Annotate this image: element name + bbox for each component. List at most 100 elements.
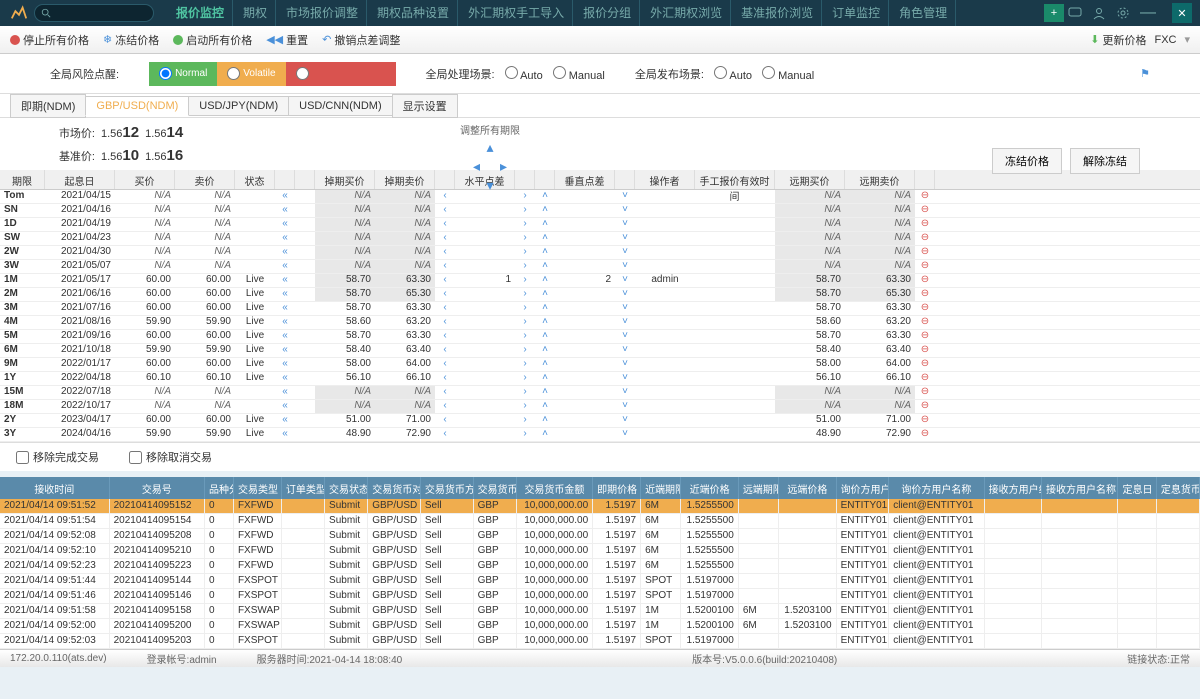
gear-icon[interactable] — [1116, 6, 1130, 20]
reset-button[interactable]: ◀◀重置 — [266, 32, 308, 48]
undo-adjust-button[interactable]: ↶撤销点差调整 — [322, 32, 400, 48]
chat-icon[interactable] — [1068, 6, 1082, 20]
risk-boxes: Normal Volatile — [149, 62, 395, 86]
remove-cancel-checkbox[interactable]: 移除取消交易 — [129, 449, 212, 465]
sub-tab-3[interactable]: USD/CNN(NDM) — [288, 96, 393, 116]
nav-tab-1[interactable]: 期权 — [235, 0, 276, 26]
sub-tab-2[interactable]: USD/JPY(NDM) — [188, 96, 289, 116]
tenor-row[interactable]: 2Y2023/04/1760.0060.00Live«51.0071.00‹›˄… — [0, 414, 1200, 428]
nav-tab-0[interactable]: 报价监控 — [168, 0, 233, 26]
tenor-row[interactable]: 3Y2024/04/1659.9059.90Live«48.9072.90‹›˄… — [0, 428, 1200, 442]
order-row[interactable]: 2021/04/14 09:51:58202104140951580FXSWAP… — [0, 604, 1200, 619]
freeze-price-button[interactable]: 冻结价格 — [992, 148, 1062, 174]
order-row[interactable]: 2021/04/14 09:51:54202104140951540FXFWDS… — [0, 514, 1200, 529]
tenor-row[interactable]: 3W2021/05/07N/AN/A«N/AN/A‹›˄˅N/AN/A⊖ — [0, 260, 1200, 274]
sub-tab-4[interactable]: 显示设置 — [392, 94, 458, 118]
orders-table: 接收时间交易号品种分类交易类型订单类型交易状态交易货币对交易货币方向交易货币交易… — [0, 477, 1200, 649]
adjust-arrows: 调整所有期限 ▴ ◂▸ ▾ — [460, 122, 520, 194]
filter-checkboxes: 移除完成交易 移除取消交易 — [0, 442, 1200, 471]
order-row[interactable]: 2021/04/14 09:51:44202104140951440FXSPOT… — [0, 574, 1200, 589]
minimize-button[interactable]: — — [1140, 4, 1156, 22]
status-connection: 链接状态:正常 — [1127, 651, 1190, 666]
nav-tab-4[interactable]: 外汇期权手工导入 — [460, 0, 573, 26]
tenor-row[interactable]: 2W2021/04/30N/AN/A«N/AN/A‹›˄˅N/AN/A⊖ — [0, 246, 1200, 260]
nav-tab-8[interactable]: 订单监控 — [824, 0, 889, 26]
top-icons: — ✕ — [1068, 3, 1192, 23]
risk-bar: 全局风险点醒: Normal Volatile 全局处理场景: Auto Man… — [0, 54, 1200, 94]
orders-body: 2021/04/14 09:51:522021041409515​20FXFWD… — [0, 499, 1200, 649]
tenor-row[interactable]: Tom2021/04/15N/AN/A«N/AN/A‹›˄˅N/AN/A⊖ — [0, 190, 1200, 204]
base-price-label: 基准价: — [50, 148, 95, 164]
sub-tabs: 即期(NDM)GBP/USD(NDM)USD/JPY(NDM)USD/CNN(N… — [0, 94, 1200, 118]
tenor-row[interactable]: 4M2021/08/1659.9059.90Live«58.6063.20‹›˄… — [0, 316, 1200, 330]
tenor-row[interactable]: SW2021/04/23N/AN/A«N/AN/A‹›˄˅N/AN/A⊖ — [0, 232, 1200, 246]
nav-tab-9[interactable]: 角色管理 — [891, 0, 956, 26]
base-ask: 1.5616 — [145, 147, 183, 164]
user-icon[interactable] — [1092, 6, 1106, 20]
order-row[interactable]: 2021/04/14 09:52:00202104140952000FXSWAP… — [0, 619, 1200, 634]
order-row[interactable]: 2021/04/14 09:52:23202104140952230FXFWDS… — [0, 559, 1200, 574]
order-row[interactable]: 2021/04/14 09:51:522021041409515​20FXFWD… — [0, 499, 1200, 514]
nav-tab-7[interactable]: 基准报价浏览 — [733, 0, 822, 26]
chevron-down-icon[interactable]: ▾ — [1184, 33, 1190, 46]
risk-volatile[interactable]: Volatile — [217, 62, 285, 86]
tenor-row[interactable]: SN2021/04/16N/AN/A«N/AN/A‹›˄˅N/AN/A⊖ — [0, 204, 1200, 218]
close-button[interactable]: ✕ — [1172, 3, 1192, 23]
order-row[interactable]: 2021/04/14 09:52:08202104140952080FXFWDS… — [0, 529, 1200, 544]
price-area: 市场价: 1.5612 1.5614 基准价: 1.5610 1.5616 调整… — [0, 118, 1200, 170]
risk-label: 全局风险点醒: — [50, 66, 119, 82]
market-bid: 1.5612 — [101, 124, 139, 141]
nav-tab-5[interactable]: 报价分组 — [575, 0, 640, 26]
arrow-left-icon[interactable]: ◂ — [473, 158, 480, 175]
flag-icon[interactable]: ⚑ — [1140, 67, 1150, 80]
nav-tab-6[interactable]: 外汇期权浏览 — [642, 0, 731, 26]
tenor-row[interactable]: 9M2022/01/1760.0060.00Live«58.0064.00‹›˄… — [0, 358, 1200, 372]
remove-done-checkbox[interactable]: 移除完成交易 — [16, 449, 99, 465]
search-box[interactable] — [34, 4, 154, 22]
sub-tab-0[interactable]: 即期(NDM) — [10, 94, 86, 118]
arrow-right-icon[interactable]: ▸ — [500, 158, 507, 175]
arrow-down-icon[interactable]: ▾ — [486, 177, 493, 194]
statusbar: 172.20.0.110(ats.dev) 登录帐号:admin 服务器时间:2… — [0, 649, 1200, 667]
publish-scene-group: 全局发布场景: Auto Manual — [635, 66, 814, 82]
status-server-time: 服务器时间:2021-04-14 18:08:40 — [257, 651, 403, 666]
search-input[interactable] — [55, 8, 145, 19]
arrow-up-icon[interactable]: ▴ — [486, 139, 493, 156]
freeze-button[interactable]: ❄冻结价格 — [103, 32, 159, 48]
search-icon — [41, 8, 51, 18]
process-scene-group: 全局处理场景: Auto Manual — [426, 66, 605, 82]
order-row[interactable]: 2021/04/14 09:51:46202104140951460FXSPOT… — [0, 589, 1200, 604]
add-tab-button[interactable]: + — [1044, 4, 1064, 22]
tenor-row[interactable]: 6M2021/10/1859.9059.90Live«58.4063.40‹›˄… — [0, 344, 1200, 358]
start-all-button[interactable]: 启动所有价格 — [173, 32, 252, 48]
nav-tabs: 报价监控期权市场报价调整期权品种设置外汇期权手工导入报价分组外汇期权浏览基准报价… — [168, 0, 1036, 26]
logo-icon — [8, 2, 30, 24]
fxc-label: FXC — [1154, 34, 1176, 46]
market-price-label: 市场价: — [50, 125, 95, 141]
status-ip: 172.20.0.110(ats.dev) — [10, 653, 107, 664]
market-ask: 1.5614 — [145, 124, 183, 141]
base-bid: 1.5610 — [101, 147, 139, 164]
topbar: 报价监控期权市场报价调整期权品种设置外汇期权手工导入报价分组外汇期权浏览基准报价… — [0, 0, 1200, 26]
update-price-button[interactable]: ⬇更新价格 — [1090, 32, 1146, 48]
tenor-row[interactable]: 3M2021/07/1660.0060.00Live«58.7063.30‹›˄… — [0, 302, 1200, 316]
order-row[interactable]: 2021/04/14 09:52:10202104140952100FXFWDS… — [0, 544, 1200, 559]
tenor-row[interactable]: 1Y2022/04/1860.1060.10Live«56.1066.10‹›˄… — [0, 372, 1200, 386]
toolbar: 停止所有价格 ❄冻结价格 启动所有价格 ◀◀重置 ↶撤销点差调整 ⬇更新价格 F… — [0, 26, 1200, 54]
tenor-row[interactable]: 15M2022/07/18N/AN/A«N/AN/A‹›˄˅N/AN/A⊖ — [0, 386, 1200, 400]
stop-all-button[interactable]: 停止所有价格 — [10, 32, 89, 48]
risk-extra[interactable] — [286, 62, 396, 86]
status-version: 版本号:V5.0.0.6(build:20210408) — [692, 651, 837, 666]
tenor-row[interactable]: 18M2022/10/17N/AN/A«N/AN/A‹›˄˅N/AN/A⊖ — [0, 400, 1200, 414]
sub-tab-1[interactable]: GBP/USD(NDM) — [85, 96, 189, 116]
nav-tab-3[interactable]: 期权品种设置 — [369, 0, 458, 26]
tenor-row[interactable]: 1D2021/04/19N/AN/A«N/AN/A‹›˄˅N/AN/A⊖ — [0, 218, 1200, 232]
tenor-row[interactable]: 1M2021/05/1760.0060.00Live«58.7063.30‹1›… — [0, 274, 1200, 288]
risk-normal[interactable]: Normal — [149, 62, 217, 86]
unfreeze-price-button[interactable]: 解除冻结 — [1070, 148, 1140, 174]
tenor-row[interactable]: 5M2021/09/1660.0060.00Live«58.7063.30‹›˄… — [0, 330, 1200, 344]
tenor-row[interactable]: 2M2021/06/1660.0060.00Live«58.7065.30‹›˄… — [0, 288, 1200, 302]
order-row[interactable]: 2021/04/14 09:52:03202104140952030FXSPOT… — [0, 634, 1200, 649]
main-table: 期限起息日买价卖价状态掉期买价掉期卖价水平点差垂直点差操作者手工报价有效时间远期… — [0, 170, 1200, 442]
nav-tab-2[interactable]: 市场报价调整 — [278, 0, 367, 26]
